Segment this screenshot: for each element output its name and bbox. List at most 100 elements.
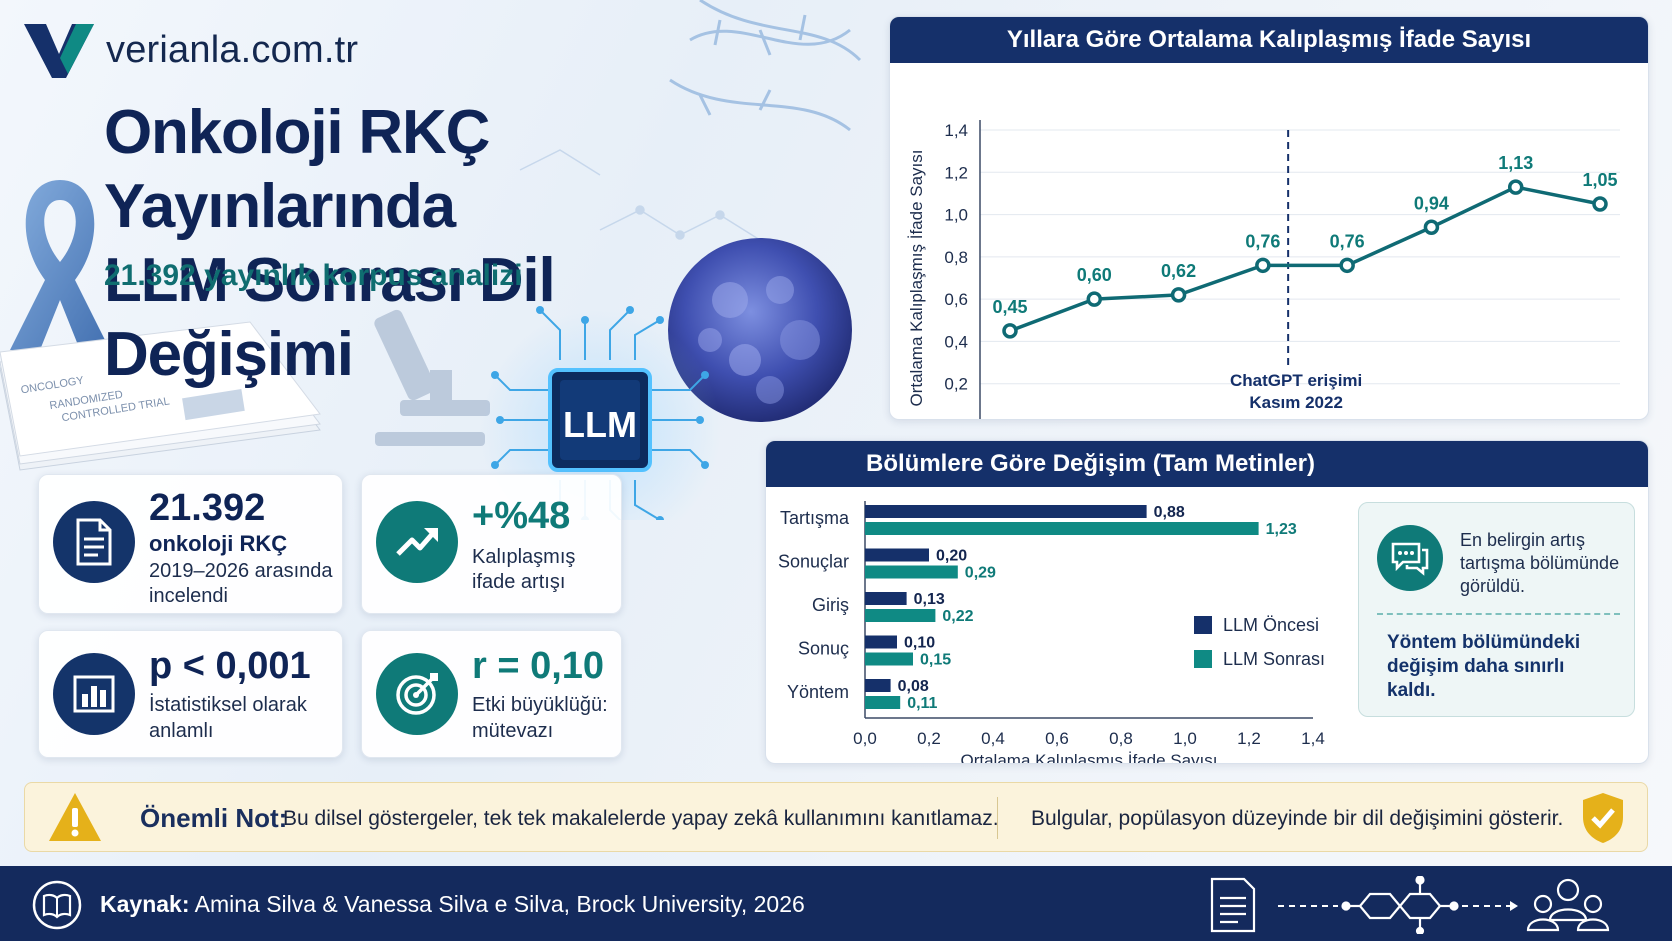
divider [1377, 613, 1620, 615]
data-point [1255, 257, 1271, 274]
stat-value: +%48 [472, 495, 571, 537]
logo-mark-icon [24, 24, 94, 78]
line-chart-title: Yıllara Göre Ortalama Kalıplaşmış İfade … [890, 17, 1648, 63]
legend-label: LLM Öncesi [1223, 615, 1319, 635]
category-label: Yöntem [787, 682, 849, 702]
legend-label: LLM Sonrası [1223, 649, 1325, 669]
y-tick-label: 1,0 [944, 206, 968, 225]
x-tick-label: 0,0 [853, 729, 877, 748]
data-label: 0,94 [1414, 193, 1449, 213]
data-label: 0,62 [1161, 261, 1196, 281]
data-label: 0,45 [992, 297, 1027, 317]
bar-chart-title: Bölümlere Göre Değişim (Tam Metinler) [766, 441, 1648, 487]
brand-logo[interactable]: verianla.com.tr [24, 22, 358, 78]
y-tick-label: 0,0 [944, 417, 968, 420]
awareness-ribbon-icon [10, 180, 110, 350]
x-tick-label: 0,8 [1109, 729, 1133, 748]
x-tick-label: 1,4 [1301, 729, 1325, 748]
note-text: Bulgular, popülasyon düzeyinde bir dil d… [1031, 807, 1564, 830]
data-point [1507, 179, 1524, 195]
stat-line: Kalıplaşmış [472, 546, 576, 568]
stat-card-increase: +%48 Kalıplaşmış ifade artışı [361, 474, 622, 614]
data-label: 0,76 [1330, 231, 1365, 251]
bar [865, 565, 958, 579]
insight-text: En belirgin artış tartışma bölümünde gör… [1460, 530, 1620, 596]
chat-bubble-icon [1377, 525, 1443, 591]
legend-swatch [1194, 616, 1212, 634]
process-flow-illustration [1210, 876, 1610, 934]
y-tick-label: 1,2 [944, 163, 968, 182]
bar-value-label: 0,20 [936, 548, 967, 565]
source-text: Kaynak: Amina Silva & Vanessa Silva e Si… [100, 891, 805, 918]
svg-text:LLM: LLM [563, 404, 637, 445]
note-text: Bu dilsel göstergeler, tek tek makaleler… [283, 807, 999, 830]
shield-check-icon [1583, 793, 1623, 843]
bar-value-label: 1,23 [1266, 521, 1297, 538]
bar-chart-icon [53, 653, 135, 735]
annotation-label: ChatGPT erişimi [1230, 371, 1362, 390]
stat-line: anlamlı [149, 720, 214, 742]
stat-line: mütevazı [472, 720, 554, 742]
line-chart: 0,0 0,2 0,4 0,6 0,8 1,0 1,2 1,4 Ortalama Kalıpla… [907, 120, 1620, 420]
data-point [1170, 287, 1187, 303]
page-subtitle: 21.392 yayınlık korpus analizi [104, 259, 523, 292]
bar [865, 696, 901, 709]
annotation-label: Kasım 2022 [1249, 393, 1343, 412]
svg-text:CONTROLLED TRIAL: CONTROLLED TRIAL [61, 395, 171, 424]
data-point [1339, 257, 1355, 274]
data-label: 1,13 [1498, 153, 1533, 173]
bar [865, 505, 1147, 518]
data-label: 1,05 [1582, 170, 1617, 190]
bar-value-label: 0,08 [898, 678, 929, 695]
bar [865, 522, 1259, 535]
data-point [1002, 323, 1018, 339]
book-icon [32, 880, 82, 930]
bar-value-label: 0,13 [914, 591, 945, 608]
network-icon [1341, 876, 1459, 934]
insight-note: Yöntem bölümündeki değişim daha sınırlı … [1387, 632, 1581, 701]
source-footer: Kaynak: Amina Silva & Vanessa Silva e Si… [0, 866, 1672, 941]
note-label: Önemli Not: [140, 803, 288, 833]
series-line [1009, 185, 1601, 333]
bar-value-label: 0,88 [1154, 504, 1185, 521]
data-label: 0,76 [1245, 231, 1280, 251]
stat-card-effect-size: r = 0,10 Etki büyüklüğü: mütevazı [361, 630, 622, 758]
logo-text: verianla.com.tr [106, 28, 359, 71]
bar [865, 679, 891, 692]
bar-value-label: 0,29 [965, 565, 996, 582]
title-line-1: Onkoloji RKÇ Yayınlarında [104, 98, 490, 241]
x-tick-label: 1,2 [1237, 729, 1261, 748]
data-label: 0,60 [1077, 265, 1112, 285]
people-group-icon [1526, 878, 1610, 932]
stat-line: Etki büyüklüğü: [472, 694, 608, 716]
line-chart-panel: Yıllara Göre Ortalama Kalıplaşmış İfade … [889, 16, 1649, 420]
important-note-bar: Önemli Not: Bu dilsel göstergeler, tek t… [24, 782, 1648, 852]
category-label: Sonuç [798, 639, 849, 659]
source-value: Amina Silva & Vanessa Silva e Silva, Bro… [194, 891, 805, 917]
stat-value: p < 0,001 [149, 645, 311, 687]
source-label: Kaynak: [100, 891, 190, 917]
target-icon [376, 653, 458, 735]
bar-value-label: 0,15 [920, 652, 951, 669]
stat-line: incelendi [149, 585, 228, 607]
stat-line: ifade artışı [472, 571, 566, 593]
bar-value-label: 0,11 [907, 695, 937, 712]
x-tick-label: 0,4 [981, 729, 1005, 748]
stat-card-significance: p < 0,001 İstatistiksel olarak anlamlı [38, 630, 343, 758]
bar [865, 652, 913, 666]
stat-line: onkoloji RKÇ [149, 531, 288, 556]
y-axis-label: Ortalama Kalıplaşmış İfade Sayısı [907, 150, 926, 407]
stat-line: 2019–2026 arasında [149, 560, 333, 582]
y-tick-label: 1,4 [944, 121, 968, 140]
y-tick-label: 0,4 [944, 332, 968, 351]
stat-line: İstatistiksel olarak [149, 694, 307, 716]
category-label: Tartışma [780, 508, 850, 528]
data-point [1592, 196, 1608, 212]
category-label: Sonuçlar [778, 552, 849, 572]
bar [865, 609, 936, 622]
title-line-2: LLM Sonrası Dil Değişimi [104, 246, 556, 389]
divider [997, 797, 998, 839]
bar [865, 548, 929, 562]
category-label: Giriş [812, 595, 849, 615]
svg-text:RANDOMIZED: RANDOMIZED [49, 389, 124, 412]
